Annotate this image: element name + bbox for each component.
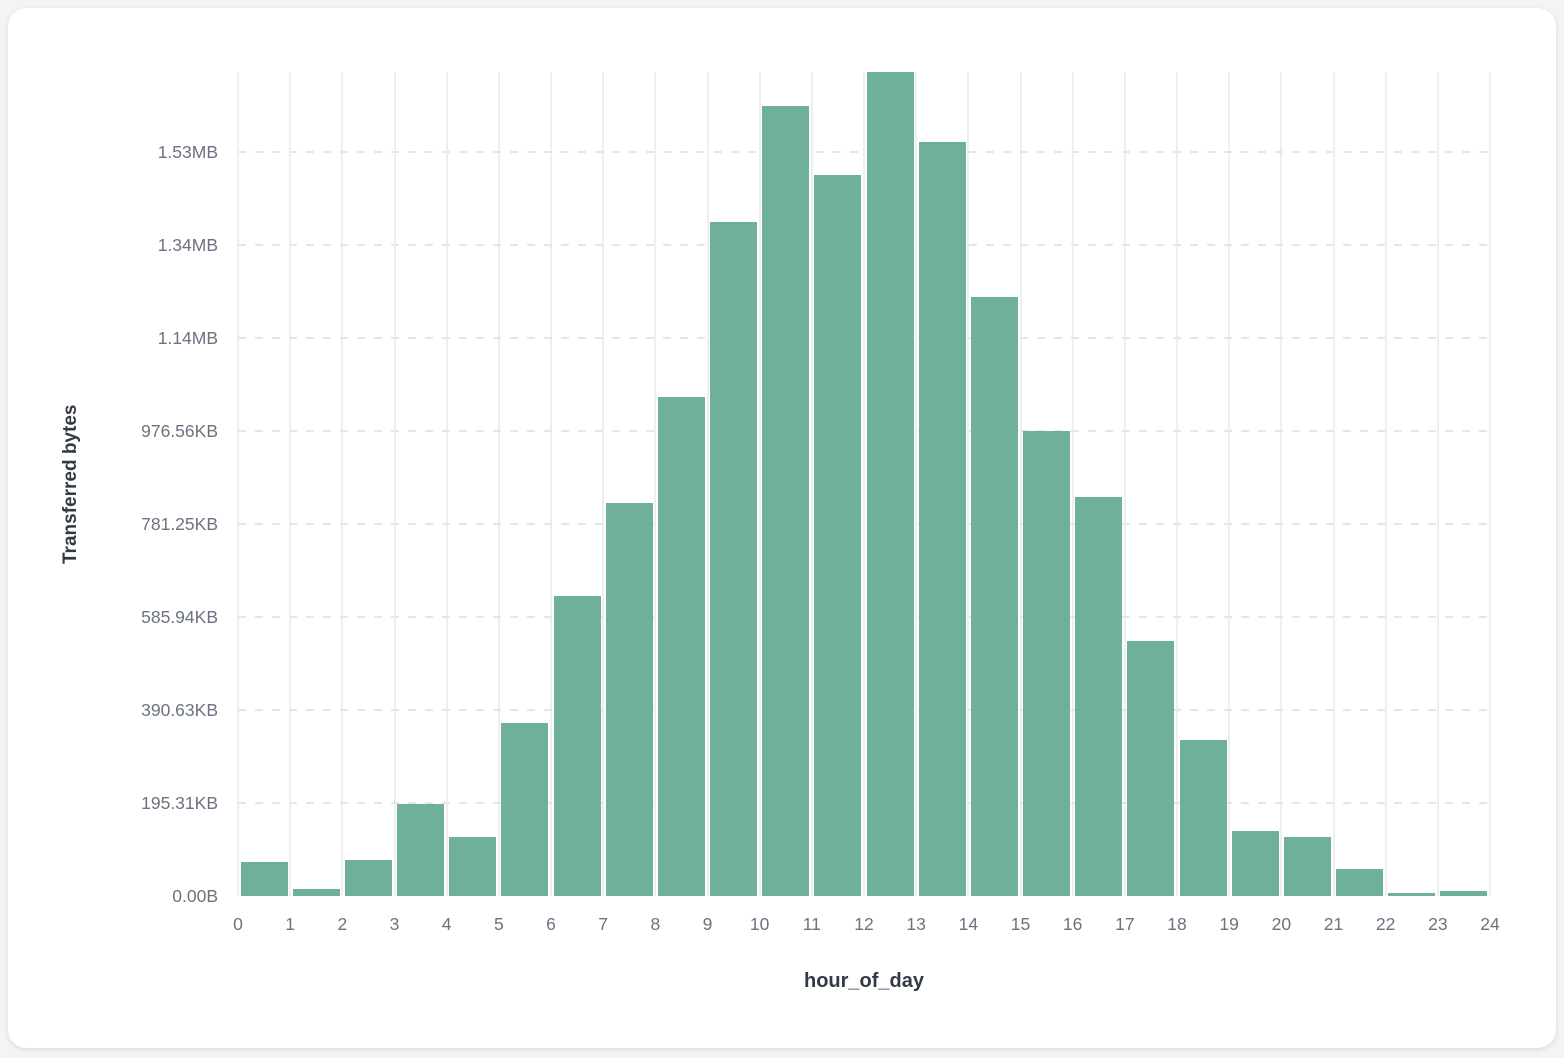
x-tick-label: 2 (337, 914, 348, 934)
x-tick-label: 16 (1062, 914, 1083, 934)
x-tick-label: 24 (1480, 914, 1500, 934)
bar-hour-21[interactable] (1336, 869, 1384, 896)
vertical-gridline (1071, 72, 1074, 896)
y-tick-label: 0.00B (172, 886, 218, 906)
bar-hour-1[interactable] (292, 889, 340, 896)
x-tick-label: 11 (802, 914, 821, 934)
y-tick-label: 976.56KB (141, 420, 218, 441)
horizontal-gridline (238, 243, 1490, 246)
bar-hour-12[interactable] (866, 72, 914, 896)
x-tick-label: 12 (854, 914, 874, 934)
x-tick-label: 1 (285, 914, 296, 934)
bar-hour-9[interactable] (710, 221, 758, 896)
vertical-gridline (863, 72, 865, 896)
x-tick-label: 15 (1010, 914, 1031, 934)
vertical-gridline (967, 72, 970, 896)
vertical-gridline (1176, 72, 1178, 896)
horizontal-gridline (238, 429, 1490, 432)
bar-hour-17[interactable] (1127, 641, 1175, 896)
x-tick-label: 0 (233, 914, 243, 934)
bar-hour-8[interactable] (657, 397, 705, 896)
vertical-gridline (810, 72, 813, 896)
bar-hour-14[interactable] (970, 297, 1018, 896)
x-tick-label: 17 (1115, 914, 1135, 934)
bar-hour-2[interactable] (344, 860, 392, 896)
bar-hour-5[interactable] (501, 723, 549, 896)
x-tick-label: 5 (493, 914, 504, 934)
vertical-gridline (341, 72, 344, 896)
bar-hour-4[interactable] (449, 836, 497, 896)
vertical-gridline (758, 72, 761, 896)
x-tick-label: 20 (1271, 914, 1292, 934)
x-axis-title: hour_of_day (803, 970, 925, 992)
y-tick-label: 781.25KB (141, 513, 218, 534)
bar-hour-7[interactable] (605, 503, 653, 896)
horizontal-gridline (238, 708, 1490, 711)
bar-hour-20[interactable] (1283, 836, 1331, 896)
y-tick-label: 390.63KB (141, 699, 218, 720)
x-tick-label: 9 (702, 914, 713, 934)
y-axis-title: Transferred bytes (60, 404, 81, 564)
bar-hour-15[interactable] (1023, 431, 1071, 896)
vertical-gridline (1384, 72, 1387, 896)
x-tick-label: 18 (1167, 914, 1187, 934)
chart-card: Transferred bytes hour_of_day 0.00B 195.3… (8, 8, 1556, 1048)
y-tick-label: 585.94KB (141, 606, 218, 627)
horizontal-gridline (238, 801, 1490, 804)
y-tick-label: 1.14MB (157, 327, 218, 348)
vertical-gridline (1123, 72, 1126, 896)
bar-hour-18[interactable] (1179, 740, 1227, 896)
vertical-gridline (497, 72, 500, 896)
bar-hour-0[interactable] (240, 862, 288, 896)
bar-hour-10[interactable] (762, 105, 810, 896)
vertical-gridline (550, 72, 552, 896)
x-tick-label: 21 (1323, 914, 1344, 934)
vertical-gridline (1489, 72, 1491, 896)
bar-hour-6[interactable] (553, 596, 601, 896)
horizontal-gridline (238, 336, 1490, 339)
vertical-gridline (915, 72, 918, 896)
y-tick-label: 1.34MB (157, 234, 218, 255)
x-tick-label: 23 (1428, 914, 1448, 934)
vertical-gridline (1019, 72, 1022, 896)
x-tick-label: 8 (650, 914, 661, 934)
x-tick-label: 19 (1219, 914, 1239, 934)
vertical-gridline (654, 72, 657, 896)
x-tick-label: 4 (441, 914, 452, 934)
y-tick-label: 1.53MB (157, 141, 218, 162)
bar-hour-11[interactable] (814, 174, 862, 896)
bar-hour-13[interactable] (918, 141, 966, 896)
bar-hour-22[interactable] (1388, 892, 1436, 896)
vertical-gridline (1228, 72, 1231, 896)
plot-area (237, 72, 1491, 896)
vertical-gridline (1436, 72, 1439, 896)
horizontal-gridline (238, 150, 1490, 153)
x-tick-label: 13 (906, 914, 926, 934)
x-tick-label: 22 (1375, 914, 1396, 934)
x-tick-label: 6 (546, 914, 556, 934)
horizontal-gridline (238, 615, 1490, 618)
vertical-gridline (237, 72, 239, 896)
x-tick-label: 3 (389, 914, 400, 934)
bar-hour-23[interactable] (1440, 890, 1488, 896)
bar-hour-3[interactable] (397, 803, 445, 896)
x-tick-label: 7 (598, 914, 609, 934)
bar-hour-19[interactable] (1231, 830, 1279, 896)
x-tick-label: 14 (958, 914, 979, 934)
horizontal-gridline (238, 522, 1490, 525)
bar-hour-16[interactable] (1075, 497, 1123, 896)
vertical-gridline (1280, 72, 1283, 896)
vertical-gridline (393, 72, 396, 896)
vertical-gridline (1332, 72, 1335, 896)
vertical-gridline (445, 72, 448, 896)
x-tick-label: 10 (749, 914, 770, 934)
vertical-gridline (602, 72, 605, 896)
vertical-gridline (289, 72, 292, 896)
vertical-gridline (706, 72, 709, 896)
y-tick-label: 195.31KB (141, 792, 218, 813)
